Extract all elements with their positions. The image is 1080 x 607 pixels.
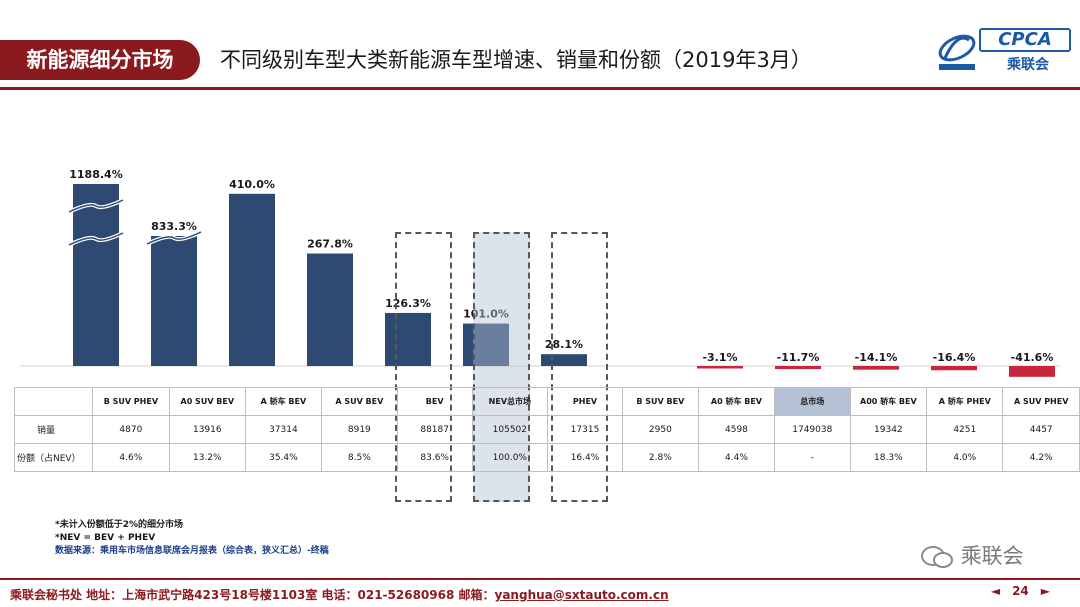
footer-address: 乘联会秘书处 地址：上海市武宁路423号18号楼1103室 电话：021-526… — [10, 588, 495, 602]
bar-value-label: 28.1% — [545, 338, 583, 351]
table-cell-sales: 8919 — [320, 415, 398, 444]
table-header-cell: A SUV BEV — [320, 387, 398, 416]
table-header-row: B SUV PHEV A0 SUV BEV A 轿车 BEV A SUV BEV BEV… — [13, 387, 1080, 416]
bar-value-label: -41.6% — [1011, 351, 1054, 364]
prev-page-icon[interactable]: ◄ — [990, 584, 1001, 598]
slide-header: 新能源细分市场 不同级别车型大类新能源车型增速、销量和份额（2019年3月） C… — [0, 0, 1080, 90]
bar-A0-轿车-BEV — [697, 366, 743, 369]
footnotes: *未计入份额低于2%的细分市场 *NEV = BEV + PHEV 数据来源：乘… — [55, 519, 329, 558]
highlight-box-bev — [395, 232, 452, 502]
table-cell-sales: 4251 — [926, 415, 1004, 444]
table-header-cell: PHEV — [547, 387, 623, 416]
bar-B-SUV-PHEV — [73, 184, 119, 366]
wechat-account-name: 乘联会 — [960, 544, 1024, 568]
table-cell-share: 13.2% — [168, 443, 246, 472]
footnote-1: *未计入份额低于2%的细分市场 — [55, 520, 183, 530]
table-cell-sales: 17315 — [547, 415, 623, 444]
bar-BEV — [385, 312, 431, 366]
table-cell-share: 4.0% — [926, 443, 1004, 472]
bar-A0-SUV-BEV — [151, 236, 197, 366]
bar-value-label: 267.8% — [307, 238, 353, 251]
footnote-2: *NEV = BEV + PHEV — [55, 533, 156, 543]
cpca-logo: CPCA 乘联会 — [935, 26, 1075, 74]
table-header-cell: B SUV PHEV — [92, 387, 170, 416]
pager: ◄ 24 ► — [985, 584, 1056, 598]
cpca-emblem-icon — [938, 34, 976, 70]
page-number: 24 — [1012, 584, 1029, 598]
table-cell-sales: 105502 — [471, 415, 549, 444]
table-header-cell: A00 轿车 BEV — [849, 387, 928, 416]
table-cell-share: 83.6% — [396, 443, 473, 472]
table-header-cell: A0 SUV BEV — [168, 387, 246, 416]
table-header-cell: A SUV PHEV — [1002, 387, 1080, 416]
bar-总市场 — [775, 366, 821, 370]
bar-A-SUV-BEV — [307, 253, 353, 366]
table-cell-share: 4.6% — [92, 443, 170, 472]
sales-share-table: B SUV PHEV A0 SUV BEV A 轿车 BEV A SUV BEV BEV… — [13, 387, 1080, 472]
wechat-icon — [921, 546, 953, 568]
table-cell-share: - — [774, 443, 851, 472]
table-cell-share: 16.4% — [547, 443, 623, 472]
highlight-box-phev — [551, 232, 608, 502]
bar-PHEV — [541, 354, 587, 366]
bar-A00-轿车-BEV — [853, 366, 899, 370]
table-cell-share: 100.0% — [471, 443, 549, 472]
table-header-cell: B SUV BEV — [621, 387, 699, 416]
table-cell-sales: 2950 — [621, 415, 699, 444]
table-cell-sales: 19342 — [849, 415, 928, 444]
footnote-source: 数据来源：乘用车市场信息联席会月报表（综合表，狭义汇总）-终稿 — [55, 546, 329, 556]
bar-A-轿车-BEV — [229, 193, 275, 366]
footer-contact: 乘联会秘书处 地址：上海市武宁路423号18号楼1103室 电话：021-526… — [10, 586, 669, 603]
axis-break-outline — [68, 199, 124, 213]
table-header-cell: 总市场 — [774, 387, 851, 416]
table-cell-sales: 88187 — [396, 415, 473, 444]
table-cell-share: 8.5% — [320, 443, 398, 472]
slide-title: 不同级别车型大类新能源车型增速、销量和份额（2019年3月） — [220, 48, 812, 72]
bar-value-label: -16.4% — [933, 351, 976, 364]
table-header-cell: NEV总市场 — [471, 387, 549, 416]
table-cell-share: 2.8% — [621, 443, 699, 472]
table-cell-share: 4.2% — [1002, 443, 1080, 472]
bar-value-label: 833.3% — [151, 220, 197, 233]
axis-break-outline — [68, 232, 124, 246]
table-header-cell: A 轿车 BEV — [244, 387, 322, 416]
table-row-share: 份额（占NEV） 4.6% 13.2% 35.4% 8.5% 83.6% 100.0% 16.… — [13, 443, 1080, 472]
bar-value-label: 410.0% — [229, 178, 275, 191]
table-row-sales: 销量 4870 13916 37314 8919 88187 105502 17315 2950… — [13, 415, 1080, 444]
next-page-icon[interactable]: ► — [1040, 584, 1050, 598]
bar-A-SUV-PHEV — [1009, 366, 1055, 377]
cpca-logo-text: CPCA — [979, 28, 1071, 52]
bar-value-label: -14.1% — [855, 351, 898, 364]
table-cell-share: 4.4% — [697, 443, 776, 472]
section-badge: 新能源细分市场 — [0, 40, 200, 80]
table-cell-sales: 4598 — [697, 415, 776, 444]
table-cell-share: 35.4% — [244, 443, 322, 472]
table-row-label-share: 份额（占NEV） — [13, 443, 94, 472]
table-cell-sales: 4457 — [1002, 415, 1080, 444]
table-header-cell: A0 轿车 BEV — [697, 387, 776, 416]
table-header-cell: BEV — [396, 387, 473, 416]
table-cell-sales: 1749038 — [774, 415, 851, 444]
table-corner-cell — [13, 387, 94, 416]
footer-email-link[interactable]: yanghua@sxtauto.com.cn — [494, 588, 669, 602]
bar-value-label: 1188.4% — [69, 168, 122, 181]
table-row-label-sales: 销量 — [13, 415, 94, 444]
bar-A-轿车-PHEV — [931, 366, 977, 371]
bar-value-label: -3.1% — [702, 351, 737, 364]
table-cell-sales: 4870 — [92, 415, 170, 444]
axis-break-outline — [146, 231, 202, 245]
bar-NEV总市场 — [463, 323, 509, 366]
table-cell-sales: 13916 — [168, 415, 246, 444]
table-cell-share: 18.3% — [849, 443, 928, 472]
slide-footer: 乘联会秘书处 地址：上海市武宁路423号18号楼1103室 电话：021-526… — [0, 578, 1080, 607]
growth-bar-chart: 1188.4%833.3%410.0%267.8%126.3%101.0%28.… — [20, 168, 1060, 377]
table-header-cell: A 轿车 PHEV — [926, 387, 1004, 416]
table-cell-sales: 37314 — [244, 415, 322, 444]
cpca-logo-cn: 乘联会 — [1007, 57, 1049, 73]
bar-value-label: -11.7% — [777, 351, 820, 364]
wechat-watermark: 乘联会 — [920, 540, 1024, 570]
